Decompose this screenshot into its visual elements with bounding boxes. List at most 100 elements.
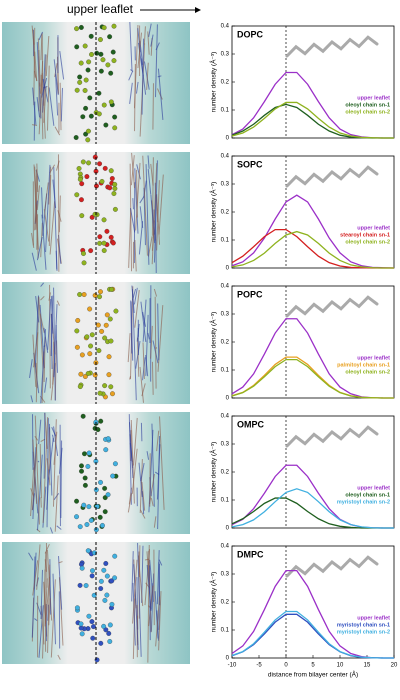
atom [102, 248, 107, 253]
y-tick-label: 0.1 [221, 368, 230, 374]
atom [109, 100, 114, 105]
y-tick-label: 0.4 [221, 154, 230, 160]
atom [104, 123, 109, 128]
legend-label: upper leaflet [357, 355, 390, 361]
atom [74, 26, 79, 31]
atom [98, 515, 103, 520]
panel-title: POPC [237, 289, 263, 299]
atom [93, 293, 98, 298]
atom [103, 598, 108, 603]
atom [107, 34, 112, 39]
atom [98, 641, 103, 646]
legend-label: oleoyl chain sn-2 [345, 369, 390, 375]
atom [97, 112, 102, 117]
y-tick-label: 0.1 [221, 498, 230, 504]
atom [90, 574, 95, 579]
panel-title: SOPC [237, 159, 263, 169]
legend-label: oleoyl chain sn-2 [345, 239, 390, 245]
atom [89, 52, 94, 57]
atom [105, 593, 110, 598]
atom [110, 602, 115, 607]
atom [74, 45, 79, 50]
atom [112, 24, 117, 29]
atom [103, 561, 108, 566]
x-tick-label: -5 [256, 663, 262, 669]
atom [112, 191, 117, 196]
headgroup [153, 83, 154, 129]
atom [108, 384, 113, 389]
molecule-inset [287, 297, 377, 316]
y-tick-label: 0.2 [221, 210, 230, 216]
atom [98, 480, 103, 485]
atom [75, 345, 80, 350]
y-tick-label: 0 [226, 266, 230, 272]
y-tick-label: 0.4 [221, 544, 230, 550]
atom [103, 509, 108, 514]
atom [109, 168, 114, 173]
atom [96, 323, 101, 328]
atom [89, 114, 94, 119]
atom [86, 129, 91, 134]
y-tick-label: 0.1 [221, 628, 230, 634]
atom [102, 218, 107, 223]
atom [86, 161, 91, 166]
atom [113, 186, 118, 191]
atom [81, 251, 86, 256]
atom [102, 486, 107, 491]
x-tick-label: 20 [391, 663, 398, 669]
atom [114, 309, 119, 314]
atom [84, 583, 89, 588]
atom [113, 461, 118, 466]
atom [97, 348, 102, 353]
atom [110, 176, 115, 181]
atom [75, 605, 80, 610]
atom [85, 174, 90, 179]
y-axis-label: number density (Å⁻³) [209, 182, 218, 243]
atom [102, 241, 107, 246]
atom [98, 586, 103, 591]
atom [79, 372, 84, 377]
legend-label: upper leaflet [357, 485, 390, 491]
atom [77, 80, 82, 85]
atom [93, 426, 98, 431]
atom [80, 353, 85, 358]
atom [97, 294, 102, 299]
atom [78, 177, 83, 182]
atom [80, 632, 85, 637]
atom [101, 624, 106, 629]
atom [99, 52, 104, 57]
atom [74, 135, 79, 140]
x-tick-label: 5 [311, 663, 315, 669]
molecule-inset [287, 167, 377, 186]
atom [82, 451, 87, 456]
atom [111, 241, 116, 246]
x-tick-label: -10 [228, 663, 237, 669]
atom [97, 91, 102, 96]
atom [86, 548, 91, 553]
atom [109, 339, 114, 344]
atom [74, 514, 79, 519]
atom [87, 307, 92, 312]
y-tick-label: 0.1 [221, 108, 230, 114]
y-tick-label: 0.3 [221, 182, 230, 188]
y-tick-label: 0.3 [221, 572, 230, 578]
y-tick-label: 0.2 [221, 80, 230, 86]
atom [90, 332, 95, 337]
atom [79, 622, 84, 627]
atom [81, 414, 86, 419]
atom [80, 566, 85, 571]
atom [79, 464, 84, 469]
atom [78, 384, 83, 389]
atom [98, 37, 103, 42]
atom [112, 554, 117, 559]
y-tick-label: 0.1 [221, 238, 230, 244]
atom [77, 75, 82, 80]
atom [94, 51, 99, 56]
y-tick-label: 0.3 [221, 442, 230, 448]
atom [83, 106, 88, 111]
atom [99, 579, 104, 584]
atom [79, 213, 84, 218]
plot-frame [232, 286, 394, 398]
atom [82, 261, 87, 266]
atom [97, 161, 102, 166]
